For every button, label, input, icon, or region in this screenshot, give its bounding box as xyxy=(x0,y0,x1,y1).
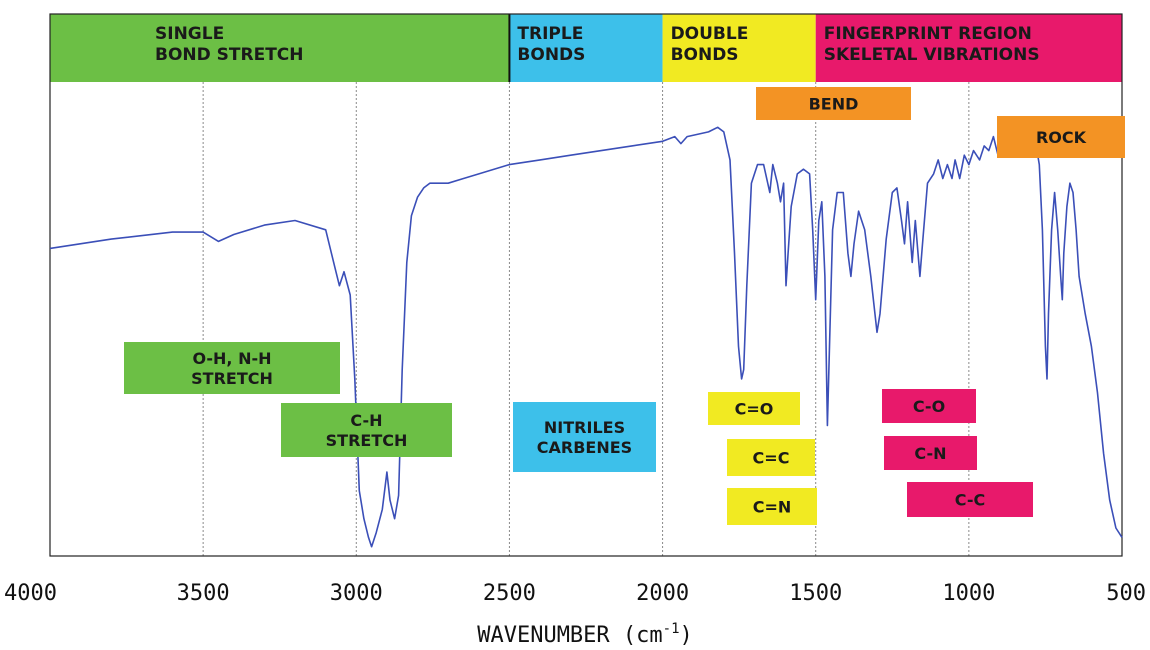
label-background xyxy=(708,392,800,425)
x-tick-label: 1000 xyxy=(942,581,995,606)
band-label-line: BONDS xyxy=(671,45,739,65)
label-text: CARBENES xyxy=(537,438,632,457)
label-c-n-double: C=N xyxy=(727,488,817,525)
label-c-o-single: C-O xyxy=(882,389,976,423)
band-background xyxy=(815,14,1122,82)
label-text: C=N xyxy=(753,498,792,517)
label-c-n-single: C-N xyxy=(884,436,977,470)
label-c-c-single: C-C xyxy=(907,482,1033,517)
label-text: C-N xyxy=(914,444,946,463)
label-text: NITRILES xyxy=(544,418,625,437)
label-background xyxy=(513,402,656,472)
label-text: BEND xyxy=(809,95,859,114)
label-background xyxy=(907,482,1033,517)
band-label-line: BONDS xyxy=(517,45,585,65)
x-axis-title-close: ) xyxy=(680,623,693,648)
x-axis-title-main: WAVENUMBER (cm xyxy=(477,623,662,648)
band-label-line: SINGLE xyxy=(155,24,224,44)
band-background xyxy=(509,14,663,82)
label-rock: ROCK xyxy=(997,116,1125,158)
plot-frame xyxy=(49,13,1123,557)
label-text: C=O xyxy=(735,400,774,419)
x-tick-label: 2000 xyxy=(636,581,689,606)
band-background xyxy=(662,14,816,82)
label-c-o-double: C=O xyxy=(708,392,800,425)
label-background xyxy=(756,87,911,120)
label-text: C=C xyxy=(753,449,790,468)
plot-border xyxy=(49,13,1123,557)
band-label-line: TRIPLE xyxy=(517,24,583,44)
band-label-line: DOUBLE xyxy=(671,24,749,44)
label-background xyxy=(281,403,452,457)
x-tick-label: 500 xyxy=(1106,581,1146,606)
x-tick-label: 1500 xyxy=(789,581,842,606)
band-label-line: SKELETAL VIBRATIONS xyxy=(824,45,1040,65)
label-background xyxy=(884,436,977,470)
label-background xyxy=(727,488,817,525)
label-background xyxy=(124,342,340,394)
label-text: O-H, N-H xyxy=(193,349,272,368)
label-background xyxy=(997,116,1125,158)
x-tick-label: 4000 xyxy=(4,581,57,606)
band-label-line: FINGERPRINT REGION xyxy=(824,24,1032,44)
band-label-line: BOND STRETCH xyxy=(155,45,304,65)
label-background xyxy=(727,439,815,476)
x-tick-label: 2500 xyxy=(483,581,536,606)
label-text: C-C xyxy=(955,491,986,510)
label-text: C-O xyxy=(913,397,945,416)
label-c-c-double: C=C xyxy=(727,439,815,476)
label-background xyxy=(882,389,976,423)
label-text: C-H xyxy=(350,411,382,430)
x-axis-title-superscript: -1 xyxy=(663,621,680,637)
absorption-labels: O-H, N-HSTRETCHC-HSTRETCHNITRILESCARBENE… xyxy=(124,87,1125,525)
band-background xyxy=(50,14,510,82)
label-text: STRETCH xyxy=(191,369,273,388)
vertical-gridlines xyxy=(202,82,970,556)
x-axis-title: WAVENUMBER (cm-1) xyxy=(477,621,693,648)
x-tick-label: 3500 xyxy=(177,581,230,606)
label-text: ROCK xyxy=(1036,128,1087,147)
label-bend: BEND xyxy=(756,87,911,120)
x-tick-label: 3000 xyxy=(330,581,383,606)
label-text: STRETCH xyxy=(326,431,408,450)
x-axis-tick-labels: 4000 3500 3000 2500 2000 1500 1000 500 xyxy=(4,581,1146,606)
